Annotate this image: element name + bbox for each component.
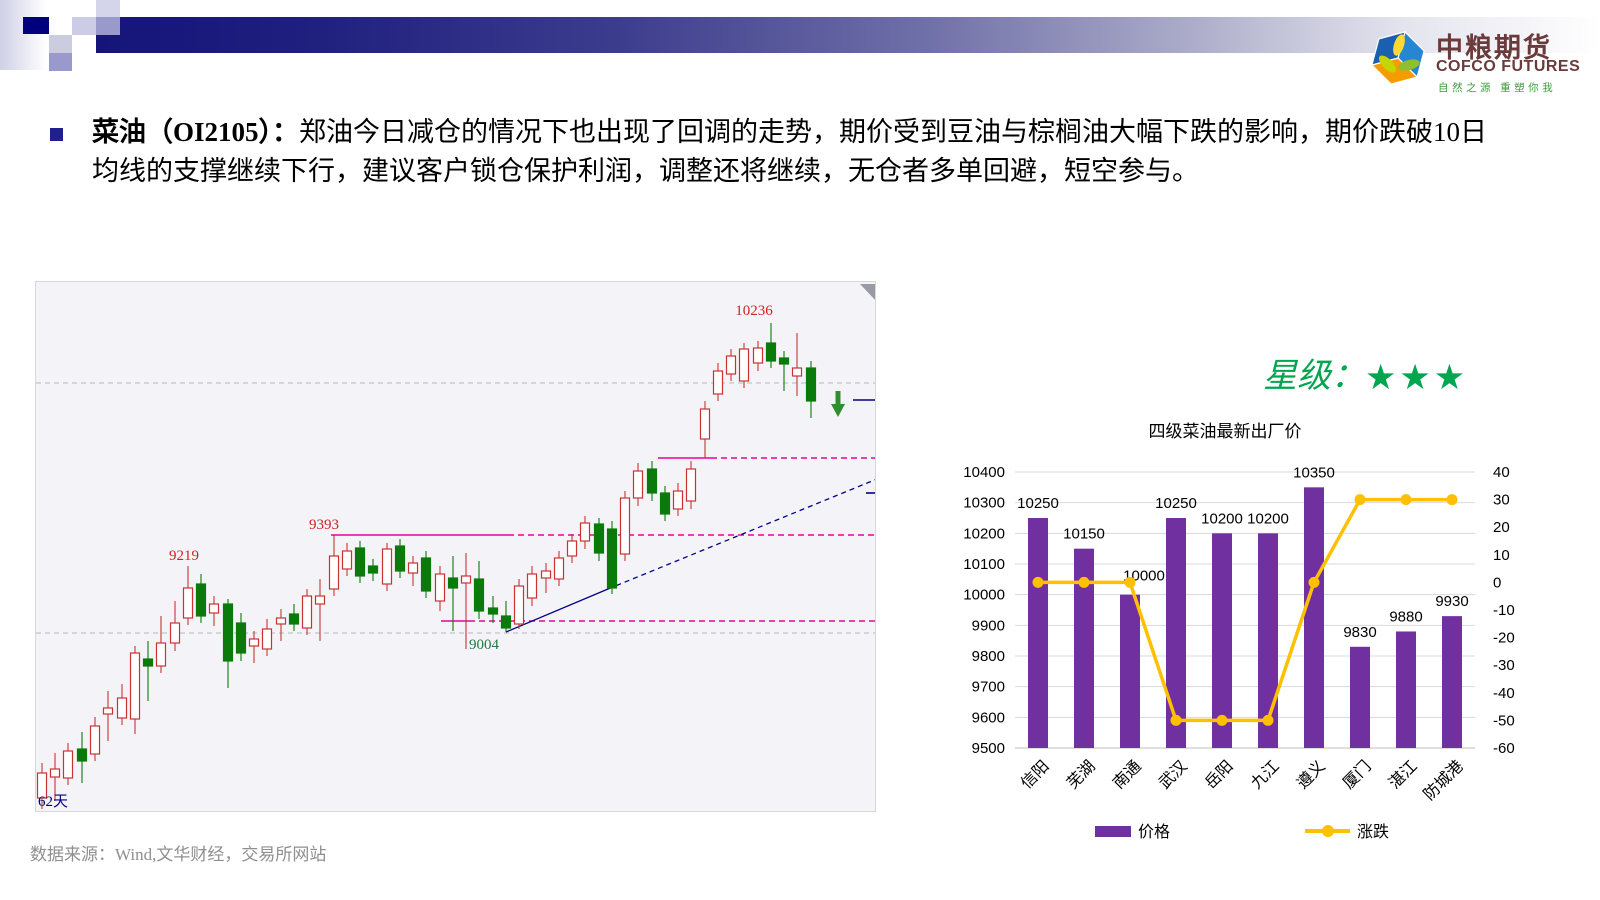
cofco-logo: 中粮期货 COFCO FUTURES 自然之源 重塑你我 [1368, 24, 1588, 98]
commentary-body: 郑油今日减仓的情况下也出现了回调的走势，期价受到豆油与棕榈油大幅下跌的影响，期价… [92, 117, 1488, 186]
logo-name-en: COFCO FUTURES [1436, 58, 1581, 75]
svg-text:9219: 9219 [169, 548, 199, 564]
svg-text:10400: 10400 [963, 464, 1005, 481]
svg-text:芜湖: 芜湖 [1063, 757, 1098, 792]
svg-text:10250: 10250 [1017, 495, 1059, 512]
svg-text:10: 10 [1493, 547, 1510, 564]
bullet-square [50, 128, 63, 141]
svg-text:9004: 9004 [469, 637, 500, 653]
svg-text:四级菜油最新出厂价: 四级菜油最新出厂价 [1149, 422, 1302, 441]
data-source-note: 数据来源：Wind,文华财经，交易所网站 [30, 845, 327, 864]
svg-text:九江: 九江 [1247, 757, 1282, 792]
svg-text:10200: 10200 [1201, 510, 1243, 527]
svg-text:价格: 价格 [1138, 823, 1170, 841]
svg-text:9880: 9880 [1389, 608, 1422, 625]
svg-text:涨跌: 涨跌 [1357, 823, 1389, 841]
svg-text:-10: -10 [1493, 602, 1515, 619]
banner-gradient-strip [0, 0, 46, 70]
svg-text:湛江: 湛江 [1385, 757, 1420, 792]
svg-text:10100: 10100 [963, 556, 1005, 573]
svg-text:-30: -30 [1493, 657, 1515, 674]
banner-square [49, 35, 72, 53]
svg-text:0: 0 [1493, 574, 1501, 591]
svg-text:防城港: 防城港 [1420, 757, 1467, 804]
candlestick-svg: 10236 9393 9219 9004 62天 [36, 284, 878, 810]
star-rating: 星级：★★★ [1263, 348, 1468, 398]
star-icons: ★★★ [1365, 358, 1469, 398]
svg-text:南通: 南通 [1109, 757, 1144, 792]
svg-text:30: 30 [1493, 492, 1510, 509]
logo-tagline: 自然之源 重塑你我 [1438, 83, 1557, 94]
logo-name-cn: 中粮期货 [1436, 33, 1552, 63]
banner-square [23, 17, 49, 34]
svg-text:9393: 9393 [309, 517, 339, 533]
svg-text:20: 20 [1493, 519, 1510, 536]
banner-bar [96, 17, 1600, 53]
svg-text:9930: 9930 [1435, 593, 1468, 610]
svg-text:9800: 9800 [972, 648, 1005, 665]
svg-text:9700: 9700 [972, 679, 1005, 696]
price-bar-chart: 9500 9600 9700 9800 9900 10000 10100 10200 10300… [920, 415, 1530, 855]
svg-text:9500: 9500 [972, 740, 1005, 757]
svg-text:-60: -60 [1493, 740, 1515, 757]
svg-text:10350: 10350 [1293, 464, 1335, 481]
svg-text:武汉: 武汉 [1155, 757, 1190, 792]
price-bar-chart-svg: 9500960097009800990010000101001020010300… [963, 422, 1515, 841]
banner-square [96, 17, 120, 35]
svg-text:9600: 9600 [972, 709, 1005, 726]
svg-text:10000: 10000 [963, 587, 1005, 604]
svg-text:10200: 10200 [963, 525, 1005, 542]
svg-text:40: 40 [1493, 464, 1510, 481]
banner-square [72, 17, 96, 35]
svg-text:-50: -50 [1493, 712, 1515, 729]
svg-text:遵义: 遵义 [1293, 756, 1329, 792]
cofco-logo-icon [1370, 30, 1425, 85]
star-rating-label: 星级： [1263, 358, 1365, 395]
svg-text:9900: 9900 [972, 617, 1005, 634]
svg-text:10236: 10236 [735, 303, 773, 319]
svg-text:10150: 10150 [1063, 526, 1105, 543]
svg-text:9830: 9830 [1343, 624, 1376, 641]
svg-text:-40: -40 [1493, 685, 1515, 702]
commentary-paragraph: 菜油（OI2105）：郑油今日减仓的情况下也出现了回调的走势，期价受到豆油与棕榈… [92, 113, 1500, 191]
svg-text:厦门: 厦门 [1339, 757, 1374, 792]
svg-text:10300: 10300 [963, 495, 1005, 512]
banner-square [49, 53, 72, 71]
commentary-lead: 菜油（OI2105）： [92, 117, 300, 147]
svg-text:10200: 10200 [1247, 510, 1289, 527]
svg-text:岳阳: 岳阳 [1201, 757, 1236, 792]
banner-square [96, 0, 120, 17]
svg-text:62天: 62天 [38, 794, 68, 810]
svg-text:信阳: 信阳 [1017, 757, 1052, 792]
svg-text:10250: 10250 [1155, 495, 1197, 512]
candlestick-chart: 10236 9393 9219 9004 62天 [35, 281, 878, 812]
svg-text:-20: -20 [1493, 630, 1515, 647]
